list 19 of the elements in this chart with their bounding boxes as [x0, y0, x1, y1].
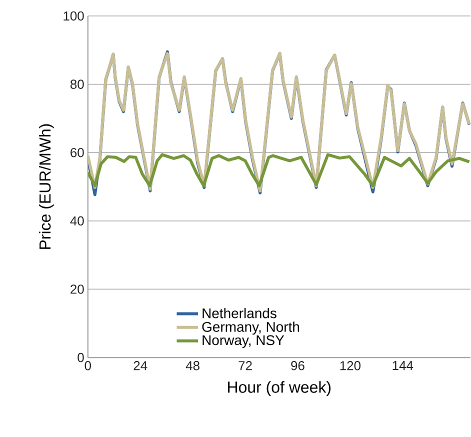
- x-axis-title: Hour (of week): [228, 380, 331, 396]
- legend-label: Netherlands: [202, 308, 276, 318]
- y-tick-label: 60: [70, 148, 84, 157]
- y-tick-label: 20: [70, 284, 84, 294]
- legend-label: Norway, NSY: [202, 335, 284, 348]
- x-tick-label: 72: [238, 360, 252, 370]
- y-tick-label: 40: [70, 216, 84, 226]
- x-tick-label: 0: [84, 360, 91, 370]
- line-series: [88, 152, 470, 188]
- y-tick-label: 80: [70, 79, 84, 89]
- y-axis-title: Price (EUR/MWh): [38, 124, 54, 249]
- x-tick-label: 144: [392, 360, 414, 370]
- legend-label: Germany, North: [202, 321, 300, 334]
- x-tick-label: 24: [134, 360, 148, 370]
- y-tick-label: 100: [64, 11, 84, 20]
- x-tick-label: 120: [340, 360, 361, 370]
- x-tick-label: 48: [186, 360, 200, 370]
- x-tick-label: 96: [291, 360, 304, 370]
- y-tick-label: 0: [78, 352, 84, 362]
